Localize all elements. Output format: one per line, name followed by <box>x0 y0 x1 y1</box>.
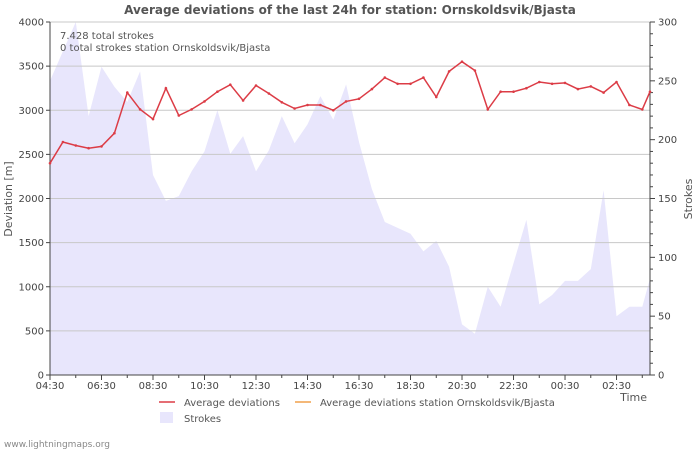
x-tick-label-2: 08:30 <box>139 381 168 392</box>
y-right-tick-label-100: 100 <box>658 253 677 264</box>
x-tick-label-4: 12:30 <box>242 381 271 392</box>
watermark: www.lightningmaps.org <box>4 440 110 450</box>
legend-label-strokes: Strokes <box>184 414 221 425</box>
deviation-point-28 <box>409 82 412 86</box>
deviation-point-5 <box>113 131 116 135</box>
deviation-point-35 <box>499 90 502 93</box>
y-left-tick-label-500: 500 <box>25 326 44 337</box>
y-right-axis-label: Strokes <box>682 178 695 219</box>
y-right-tick-label-300: 300 <box>658 18 677 29</box>
deviation-point-40 <box>563 81 567 85</box>
deviation-point-34 <box>486 108 490 111</box>
y-left-tick-label-1000: 1000 <box>19 282 44 293</box>
deviation-point-6 <box>126 91 129 94</box>
deviation-point-37 <box>525 86 528 90</box>
legend-swatch-strokes <box>160 412 173 423</box>
legend: Average deviations Average deviations st… <box>159 398 555 425</box>
deviation-point-31 <box>447 70 451 73</box>
deviation-point-21 <box>319 103 322 107</box>
y-left-tick-label-3000: 3000 <box>19 106 44 117</box>
y-right-tick-label-250: 250 <box>658 76 677 87</box>
legend-label-average-deviations: Average deviations <box>184 398 280 409</box>
annotation-total-strokes: 7.428 total strokes <box>60 31 154 42</box>
y-right-tick-label-0: 0 <box>658 371 664 382</box>
deviation-point-29 <box>422 76 425 79</box>
deviation-point-13 <box>216 90 219 93</box>
deviation-point-25 <box>370 87 374 91</box>
deviation-point-0 <box>48 161 52 165</box>
y-left-tick-label-2500: 2500 <box>19 150 44 161</box>
deviation-point-12 <box>203 100 206 103</box>
deviation-point-45 <box>628 103 631 107</box>
deviation-point-9 <box>164 86 168 90</box>
deviation-point-20 <box>306 103 309 107</box>
chart-title: Average deviations of the last 24h for s… <box>124 3 576 17</box>
x-tick-label-10: 00:30 <box>551 381 580 392</box>
deviation-point-43 <box>602 91 605 94</box>
deviation-point-42 <box>589 85 593 88</box>
deviation-point-19 <box>293 107 296 110</box>
x-tick-label-0: 04:30 <box>36 381 65 392</box>
deviation-point-46 <box>641 108 644 111</box>
deviation-point-22 <box>332 109 335 112</box>
deviation-point-17 <box>267 92 271 95</box>
y-left-tick-label-4000: 4000 <box>19 18 44 29</box>
deviation-point-1 <box>61 140 65 144</box>
deviation-point-15 <box>241 99 245 102</box>
deviation-point-36 <box>512 90 515 93</box>
legend-label-station-deviations: Average deviations station Ornskoldsvik/… <box>320 398 555 409</box>
x-tick-label-11: 02:30 <box>602 381 631 392</box>
deviation-point-3 <box>87 146 90 150</box>
x-tick-label-6: 16:30 <box>345 381 374 392</box>
deviation-point-47 <box>648 90 652 93</box>
deviation-point-33 <box>473 69 477 72</box>
deviation-point-27 <box>396 82 399 86</box>
deviation-point-24 <box>357 97 361 101</box>
axes-layer: 0 500 1000 1500 2000 2500 3000 3500 4000 0 50 100 15… <box>19 18 678 393</box>
deviation-point-32 <box>460 60 464 63</box>
x-tick-label-5: 14:30 <box>293 381 322 392</box>
deviation-point-26 <box>383 76 387 79</box>
deviation-point-8 <box>151 117 155 121</box>
deviation-point-16 <box>254 84 258 87</box>
x-tick-label-8: 20:30 <box>448 381 477 392</box>
deviation-line-layer <box>48 60 652 165</box>
y-right-tick-label-150: 150 <box>658 194 677 205</box>
deviation-line-0 <box>49 60 651 164</box>
deviation-point-39 <box>550 82 554 86</box>
annotation-station-strokes: 0 total strokes station Ornskoldsvik/Bja… <box>60 43 270 54</box>
deviation-point-14 <box>229 83 232 86</box>
deviation-point-11 <box>190 108 193 111</box>
x-tick-label-1: 06:30 <box>87 381 116 392</box>
deviation-point-10 <box>177 114 181 117</box>
deviation-point-44 <box>615 80 618 84</box>
deviation-point-23 <box>344 100 348 103</box>
deviation-point-38 <box>538 80 541 84</box>
deviation-point-41 <box>576 87 580 91</box>
y-right-tick-label-50: 50 <box>658 312 671 323</box>
x-tick-label-9: 22:30 <box>499 381 528 392</box>
y-left-tick-label-0: 0 <box>38 371 44 382</box>
x-axis-label: Time <box>619 391 647 404</box>
x-tick-label-3: 10:30 <box>190 381 219 392</box>
deviation-point-18 <box>280 101 284 104</box>
y-left-tick-label-2000: 2000 <box>19 194 44 205</box>
y-right-tick-label-200: 200 <box>658 135 677 146</box>
y-left-tick-label-1500: 1500 <box>19 238 44 249</box>
y-left-axis-label: Deviation [m] <box>2 161 15 236</box>
y-left-tick-label-3500: 3500 <box>19 62 44 73</box>
deviation-point-7 <box>138 108 142 111</box>
deviation-point-30 <box>435 95 438 99</box>
deviation-point-2 <box>74 144 78 147</box>
x-tick-label-7: 18:30 <box>396 381 425 392</box>
deviation-point-4 <box>100 145 103 148</box>
